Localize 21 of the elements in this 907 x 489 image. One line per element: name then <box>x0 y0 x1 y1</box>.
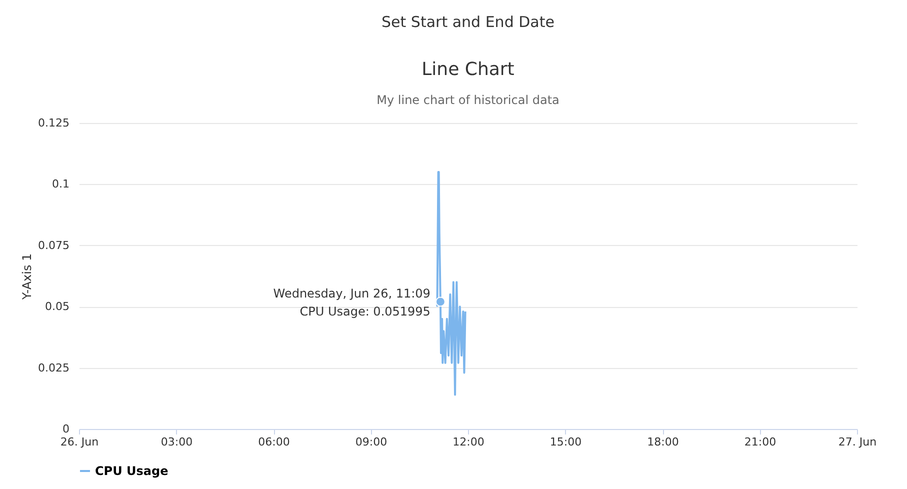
y-axis-title: Y-Axis 1 <box>20 253 34 301</box>
legend-label: CPU Usage <box>95 464 168 478</box>
chart-title: Line Chart <box>422 59 514 80</box>
x-tick-label: 18:00 <box>647 436 679 448</box>
y-tick-label: 0.05 <box>45 300 70 314</box>
y-tick-label: 0.125 <box>38 116 70 130</box>
y-tick-label: 0.075 <box>38 238 70 252</box>
x-tick-label: 03:00 <box>160 436 193 448</box>
x-tick-label: 12:00 <box>452 436 484 448</box>
x-tick-label: 15:00 <box>550 436 582 448</box>
y-tick-label: 0.025 <box>38 361 70 374</box>
x-tick-label: 27. Jun <box>838 436 877 448</box>
y-tick-label: 0.1 <box>52 178 70 191</box>
x-tick-label: 09:00 <box>355 436 388 448</box>
x-tick-label: 06:00 <box>258 436 290 448</box>
y-tick-label: 0 <box>62 422 70 436</box>
chart-subtitle: My line chart of historical data <box>376 93 560 107</box>
text: Set Start and End Date <box>382 13 554 31</box>
x-tick-label: 26. Jun <box>60 436 99 448</box>
annotation: Wednesday, Jun 26, 11:09 CPU Usage: 0.051995 <box>273 286 430 319</box>
x-tick-label: 21:00 <box>744 436 776 448</box>
